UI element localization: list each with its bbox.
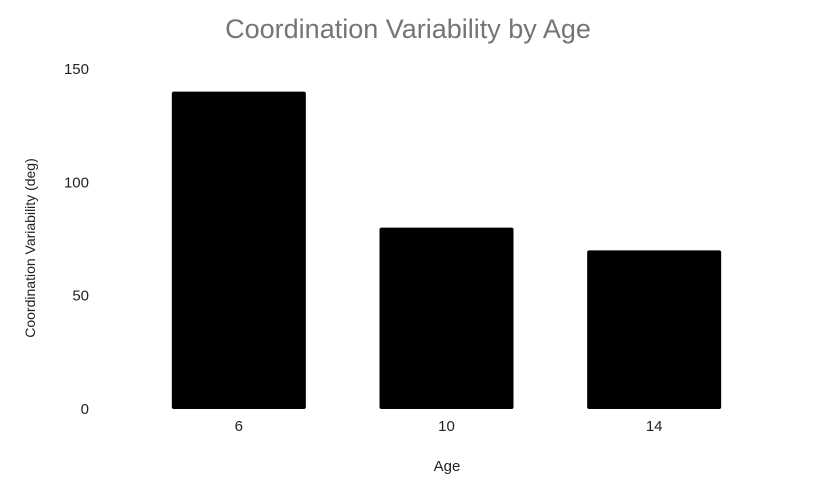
y-tick-label: 0 xyxy=(81,401,89,418)
y-tick-label: 150 xyxy=(64,61,89,78)
bar xyxy=(587,250,722,409)
x-tick-label: 6 xyxy=(235,418,243,435)
chart-title: Coordination Variability by Age xyxy=(225,14,591,44)
bar xyxy=(379,227,514,409)
y-tick-label: 100 xyxy=(64,174,89,191)
y-axis-label: Coordination Variability (deg) xyxy=(22,158,38,338)
y-tick-label: 50 xyxy=(72,288,89,305)
bars-group xyxy=(171,91,722,410)
x-axis-ticks: 6 10 14 xyxy=(235,418,663,435)
x-tick-label: 10 xyxy=(438,418,455,435)
y-axis-ticks: 0 50 100 150 xyxy=(64,61,89,418)
x-tick-label: 14 xyxy=(646,418,663,435)
bar xyxy=(171,91,306,410)
x-axis-label: Age xyxy=(434,458,461,475)
